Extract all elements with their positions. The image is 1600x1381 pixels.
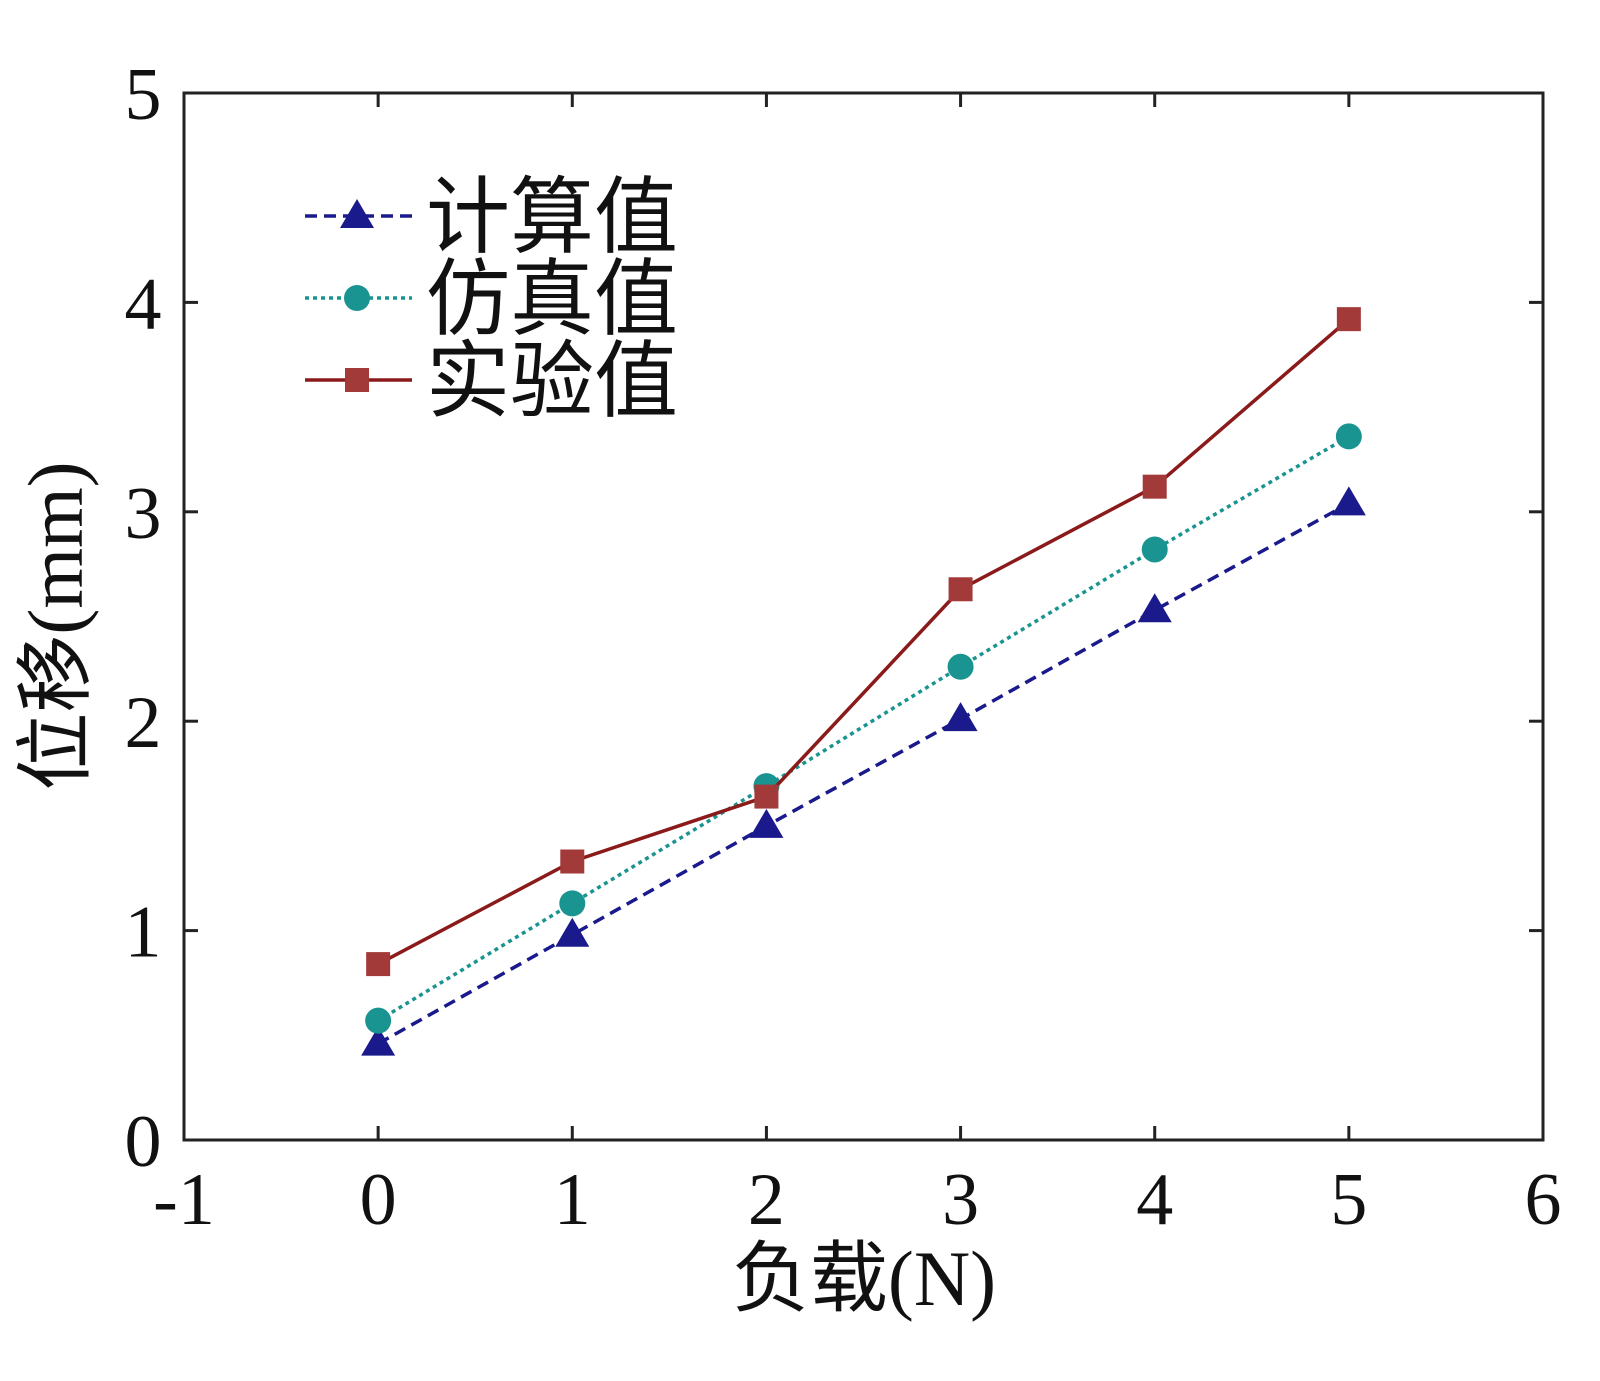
plot-frame [182,91,1545,1142]
series-line [377,317,1351,966]
y-tick-label: 1 [125,892,162,974]
data-point-triangle [1331,486,1366,516]
x-tick-label: 0 [360,1159,397,1241]
y-axis-label: 位移(mm) [12,461,99,790]
data-point-circle [1335,423,1362,450]
data-point-square [1142,474,1167,499]
x-axis-label: 负载(N) [732,1235,996,1322]
y-tick-label: 2 [125,682,162,764]
data-point-triangle [361,1026,396,1056]
data-point-square [560,849,585,874]
data-point-triangle [943,702,978,732]
data-point-square [754,784,779,809]
legend-entry: 仿真值 [305,254,678,347]
y-tick-label: 0 [125,1101,162,1183]
data-point-triangle [340,199,374,228]
data-point-triangle [555,917,590,947]
y-tick-label: 4 [125,263,162,345]
x-tick-label: 1 [554,1159,591,1241]
legend-label: 实验值 [426,336,678,429]
series-line [377,501,1350,1046]
data-point-circle [1141,536,1168,563]
x-tick-label: 5 [1330,1159,1367,1241]
legend-entry: 计算值 [305,172,678,265]
series-2 [365,423,1362,1034]
legend-label: 计算值 [426,172,678,265]
x-tick-label: 4 [1136,1159,1173,1241]
legend-label: 仿真值 [426,254,678,347]
series-line [377,434,1350,1023]
x-tick-label: 2 [748,1159,785,1241]
data-point-triangle [1137,593,1172,623]
legend-entry: 实验值 [305,336,678,429]
data-point-triangle [749,808,784,838]
series-1 [361,486,1366,1056]
data-point-circle [559,890,586,917]
data-point-circle [947,653,974,680]
y-tick-label: 3 [125,473,162,555]
x-tick-label: 3 [942,1159,979,1241]
y-tick-label: 5 [125,54,162,136]
series-3 [366,307,1361,977]
data-point-square [948,577,973,602]
data-point-circle [344,285,370,311]
data-point-circle [365,1007,392,1034]
x-tick-label: 6 [1525,1159,1562,1241]
data-point-square [1336,307,1361,332]
data-point-square [345,368,369,392]
x-tick-label: -1 [153,1159,215,1241]
data-point-square [366,952,391,977]
